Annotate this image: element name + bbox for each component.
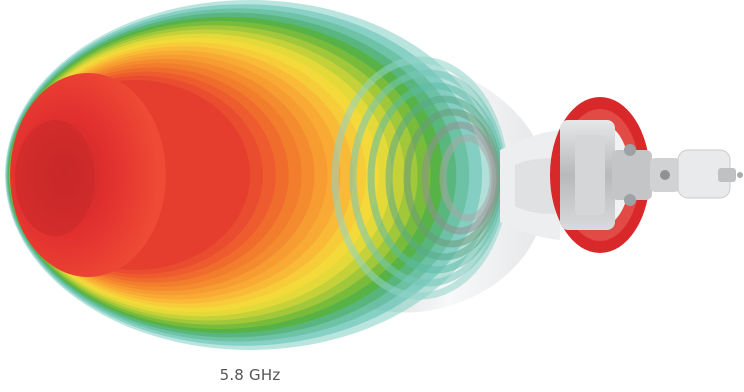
radiation-lobe [5, 0, 509, 350]
near-field-ring [439, 134, 497, 222]
feed-assembly [500, 130, 560, 240]
mounting-bracket [560, 120, 680, 230]
lobe-inner-core [15, 120, 95, 236]
pole-clamp [677, 149, 743, 199]
frequency-caption: 5.8 GHz [219, 366, 281, 384]
